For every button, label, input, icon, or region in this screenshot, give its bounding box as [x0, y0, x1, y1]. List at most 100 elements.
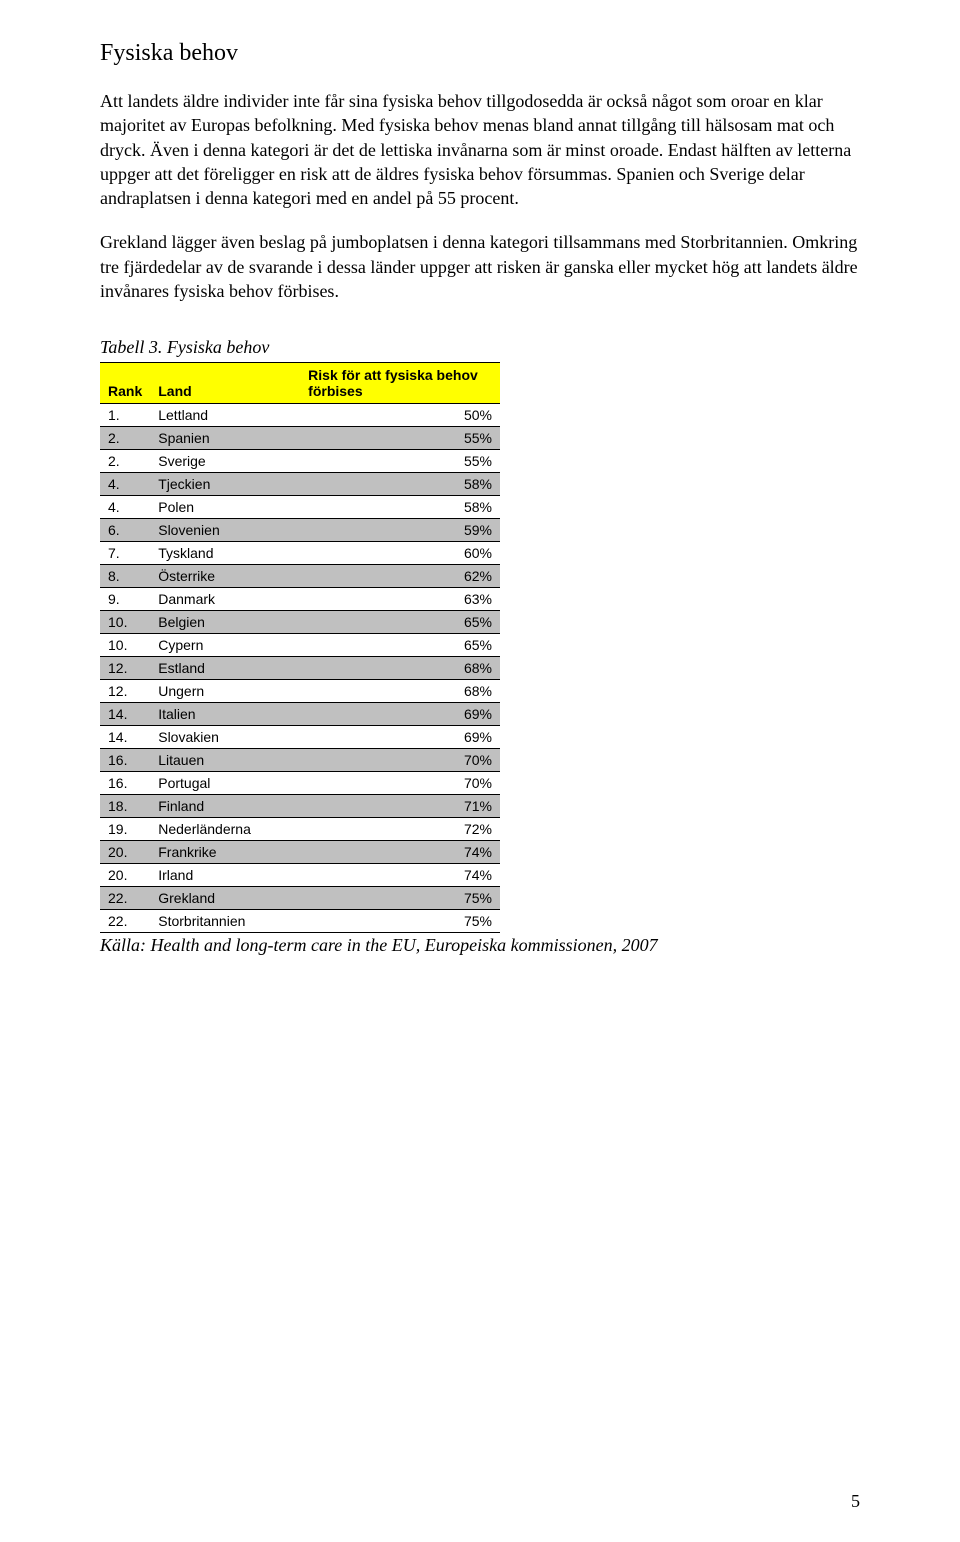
cell-land: Frankrike [150, 841, 300, 864]
table-row: 8.Österrike62% [100, 565, 500, 588]
cell-value: 70% [300, 749, 500, 772]
table-row: 18.Finland71% [100, 795, 500, 818]
table-row: 19.Nederländerna72% [100, 818, 500, 841]
cell-land: Slovakien [150, 726, 300, 749]
cell-rank: 19. [100, 818, 150, 841]
cell-land: Finland [150, 795, 300, 818]
cell-value: 50% [300, 404, 500, 427]
cell-value: 58% [300, 473, 500, 496]
cell-value: 65% [300, 634, 500, 657]
cell-value: 74% [300, 841, 500, 864]
cell-land: Belgien [150, 611, 300, 634]
data-table: Rank Land Risk för att fysiska behov för… [100, 362, 500, 933]
table-row: 14.Italien69% [100, 703, 500, 726]
table-row: 10.Cypern65% [100, 634, 500, 657]
cell-land: Grekland [150, 887, 300, 910]
table-row: 1.Lettland50% [100, 404, 500, 427]
cell-land: Storbritannien [150, 910, 300, 933]
cell-rank: 2. [100, 450, 150, 473]
cell-value: 65% [300, 611, 500, 634]
table-row: 20.Irland74% [100, 864, 500, 887]
section-heading: Fysiska behov [100, 40, 860, 67]
table-row: 2.Spanien55% [100, 427, 500, 450]
cell-land: Polen [150, 496, 300, 519]
col-header-rank: Rank [100, 363, 150, 404]
cell-rank: 14. [100, 726, 150, 749]
page-number: 5 [851, 1491, 860, 1512]
cell-rank: 10. [100, 611, 150, 634]
cell-value: 59% [300, 519, 500, 542]
cell-land: Lettland [150, 404, 300, 427]
cell-rank: 16. [100, 749, 150, 772]
cell-land: Estland [150, 657, 300, 680]
cell-rank: 2. [100, 427, 150, 450]
table-row: 7.Tyskland60% [100, 542, 500, 565]
cell-land: Ungern [150, 680, 300, 703]
cell-land: Tjeckien [150, 473, 300, 496]
cell-land: Cypern [150, 634, 300, 657]
cell-rank: 8. [100, 565, 150, 588]
cell-rank: 1. [100, 404, 150, 427]
cell-value: 68% [300, 657, 500, 680]
cell-value: 74% [300, 864, 500, 887]
cell-land: Spanien [150, 427, 300, 450]
table-row: 22.Storbritannien75% [100, 910, 500, 933]
table-row: 12.Ungern68% [100, 680, 500, 703]
cell-value: 70% [300, 772, 500, 795]
cell-land: Österrike [150, 565, 300, 588]
paragraph-1: Att landets äldre individer inte får sin… [100, 89, 860, 210]
table-row: 14.Slovakien69% [100, 726, 500, 749]
cell-rank: 14. [100, 703, 150, 726]
cell-land: Danmark [150, 588, 300, 611]
table-row: 12.Estland68% [100, 657, 500, 680]
cell-rank: 22. [100, 887, 150, 910]
cell-rank: 4. [100, 473, 150, 496]
table-row: 2.Sverige55% [100, 450, 500, 473]
cell-value: 58% [300, 496, 500, 519]
cell-land: Sverige [150, 450, 300, 473]
table-row: 9.Danmark63% [100, 588, 500, 611]
cell-value: 60% [300, 542, 500, 565]
cell-rank: 6. [100, 519, 150, 542]
cell-value: 69% [300, 726, 500, 749]
cell-land: Slovenien [150, 519, 300, 542]
cell-value: 55% [300, 427, 500, 450]
table-row: 6.Slovenien59% [100, 519, 500, 542]
cell-rank: 16. [100, 772, 150, 795]
paragraph-2: Grekland lägger även beslag på jumboplat… [100, 230, 860, 303]
cell-land: Tyskland [150, 542, 300, 565]
cell-rank: 18. [100, 795, 150, 818]
table-header-row: Rank Land Risk för att fysiska behov för… [100, 363, 500, 404]
cell-value: 75% [300, 887, 500, 910]
cell-rank: 22. [100, 910, 150, 933]
cell-value: 75% [300, 910, 500, 933]
cell-rank: 12. [100, 657, 150, 680]
cell-value: 62% [300, 565, 500, 588]
cell-land: Irland [150, 864, 300, 887]
cell-rank: 12. [100, 680, 150, 703]
table-row: 4.Tjeckien58% [100, 473, 500, 496]
cell-rank: 10. [100, 634, 150, 657]
cell-rank: 4. [100, 496, 150, 519]
cell-land: Portugal [150, 772, 300, 795]
table-row: 20.Frankrike74% [100, 841, 500, 864]
table-row: 22.Grekland75% [100, 887, 500, 910]
table-row: 16.Litauen70% [100, 749, 500, 772]
cell-value: 71% [300, 795, 500, 818]
cell-value: 63% [300, 588, 500, 611]
cell-rank: 20. [100, 864, 150, 887]
cell-value: 68% [300, 680, 500, 703]
cell-value: 55% [300, 450, 500, 473]
table-row: 10.Belgien65% [100, 611, 500, 634]
cell-value: 72% [300, 818, 500, 841]
table-row: 16.Portugal70% [100, 772, 500, 795]
cell-land: Nederländerna [150, 818, 300, 841]
source-citation: Källa: Health and long-term care in the … [100, 935, 860, 956]
col-header-value: Risk för att fysiska behov förbises [300, 363, 500, 404]
col-header-land: Land [150, 363, 300, 404]
cell-rank: 7. [100, 542, 150, 565]
cell-land: Italien [150, 703, 300, 726]
table-caption: Tabell 3. Fysiska behov [100, 337, 860, 358]
cell-rank: 20. [100, 841, 150, 864]
cell-value: 69% [300, 703, 500, 726]
